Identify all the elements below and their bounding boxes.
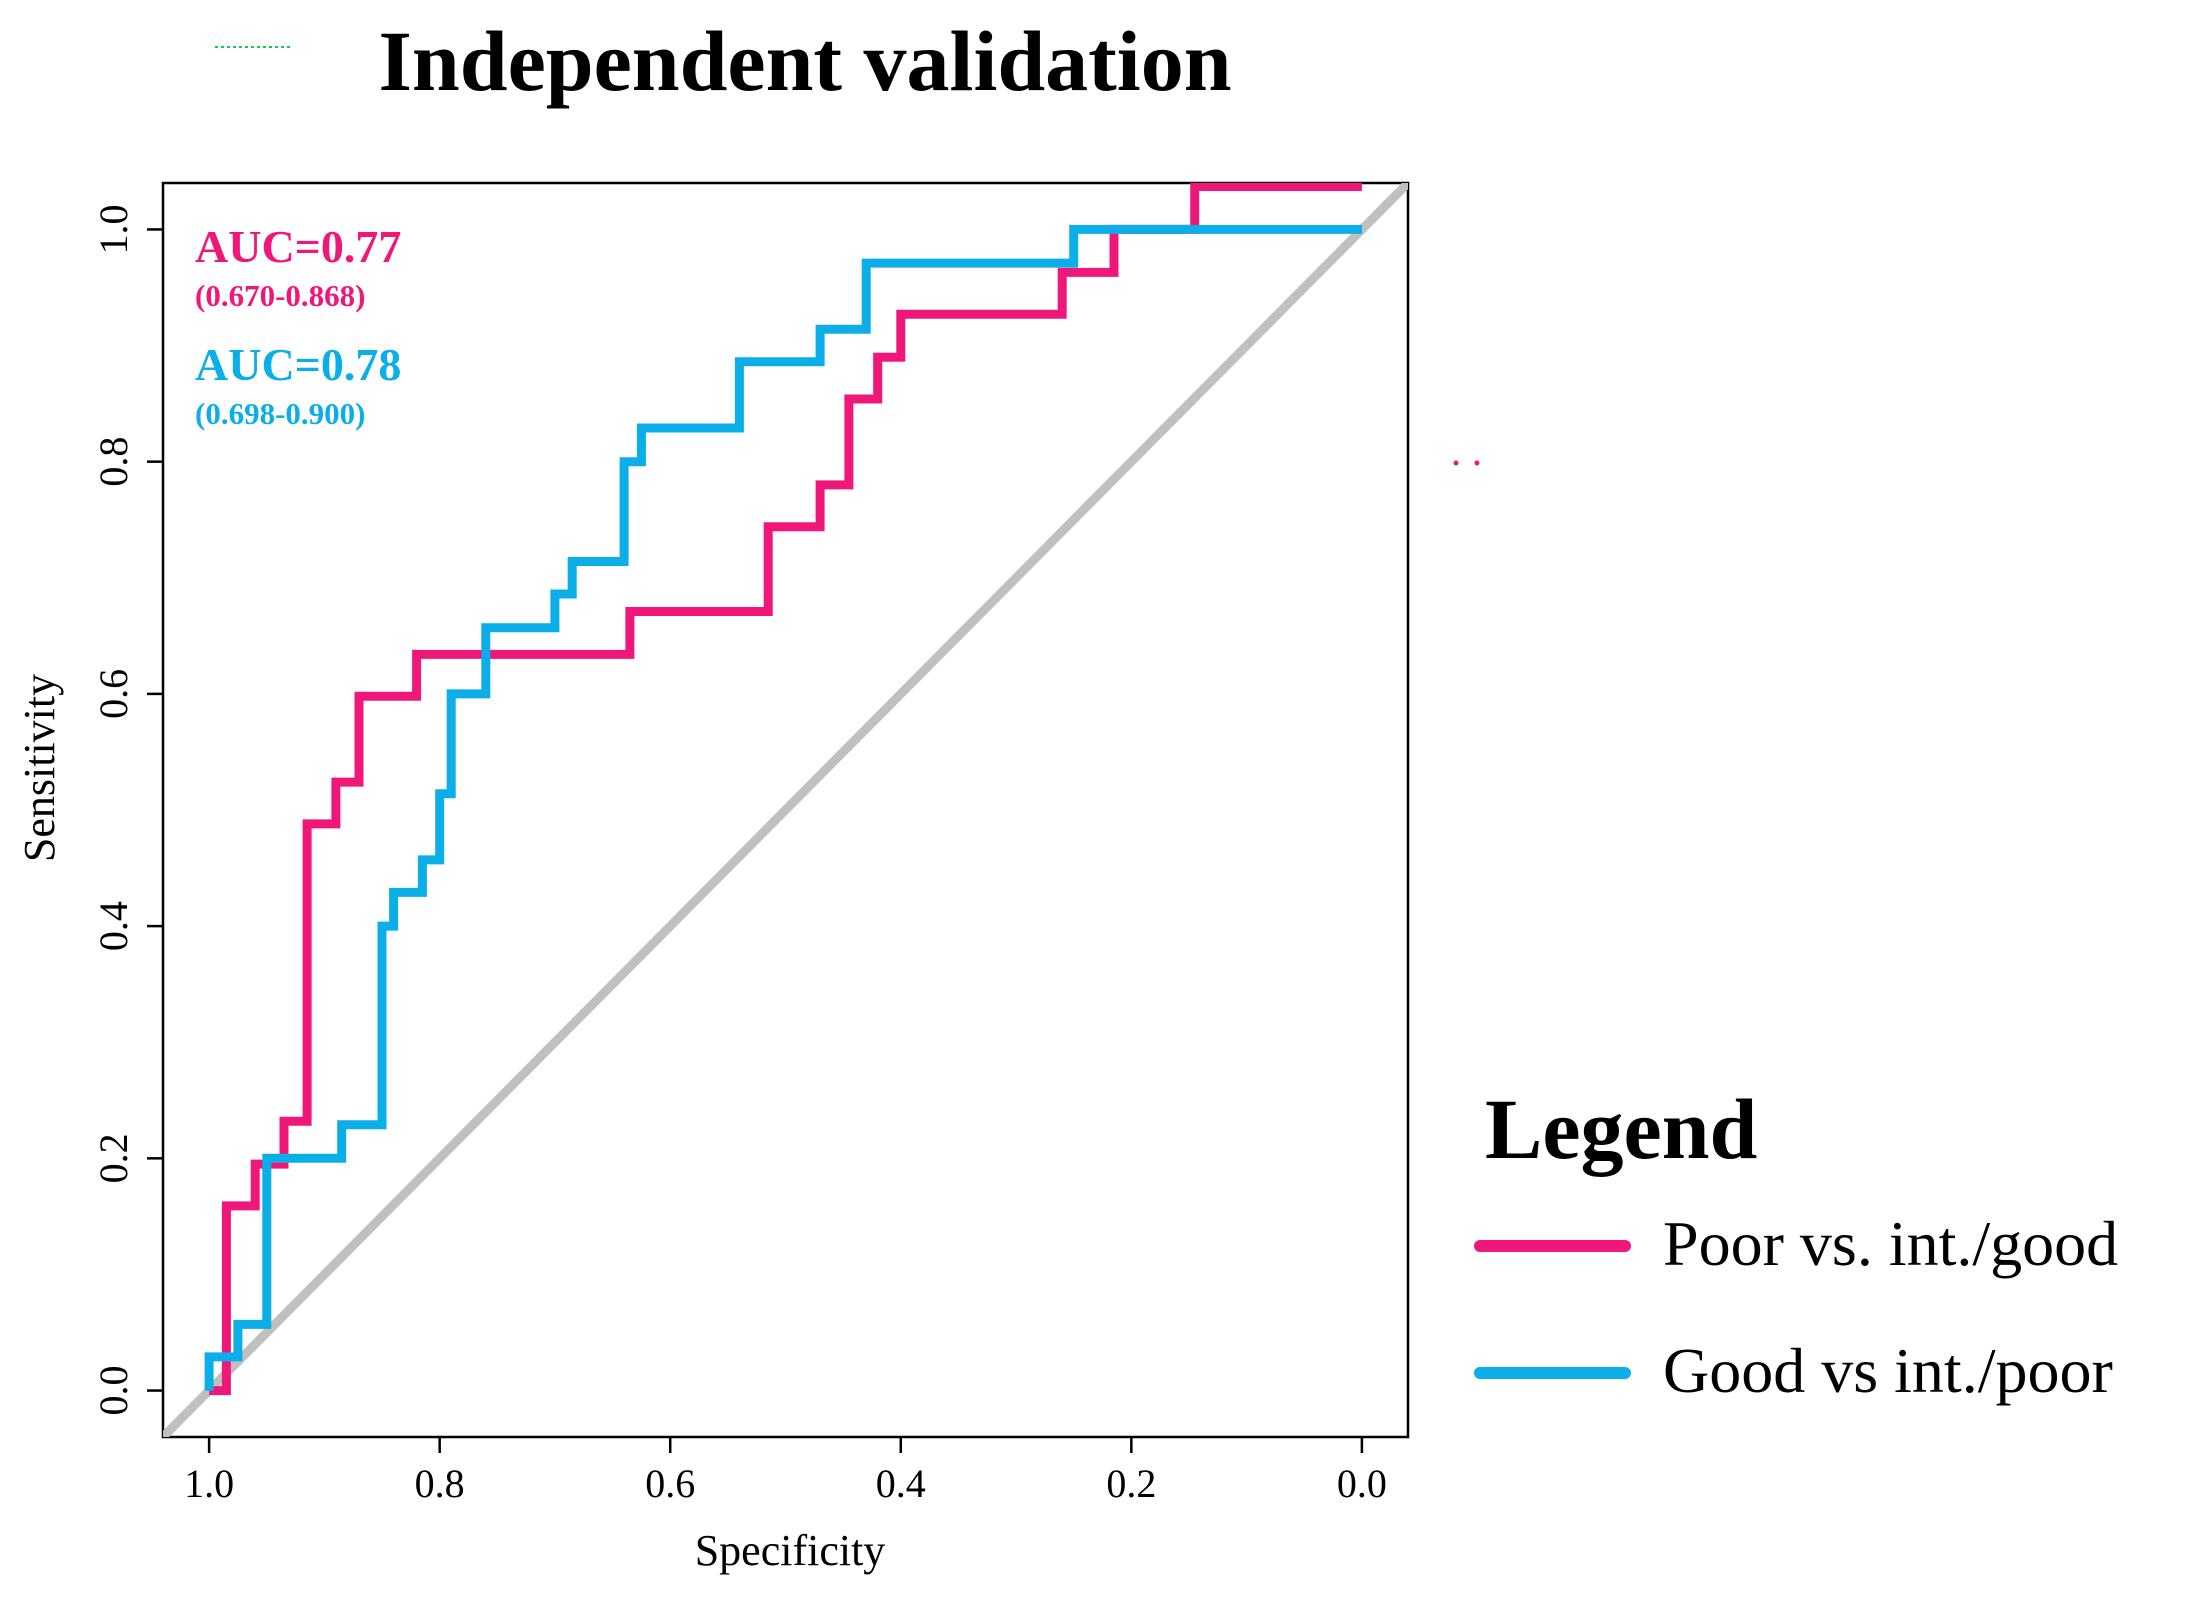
- legend-title: Legend: [1485, 1081, 1757, 1177]
- legend-label-poor: Poor vs. int./good: [1663, 1208, 2118, 1279]
- x-tick-label: 1.0: [184, 1461, 234, 1506]
- auc-label-good: AUC=0.78: [195, 339, 401, 390]
- auc-ci-good: (0.698-0.900): [195, 396, 365, 431]
- y-tick-label: 0.0: [91, 1366, 136, 1416]
- x-tick-label: 0.8: [415, 1461, 465, 1506]
- y-tick-label: 0.4: [91, 901, 136, 951]
- x-tick-label: 0.4: [876, 1461, 926, 1506]
- legend: Legend Poor vs. int./good Good vs int./p…: [1474, 1081, 2118, 1406]
- legend-label-good: Good vs int./poor: [1663, 1335, 2113, 1406]
- y-tick-label: 1.0: [91, 204, 136, 254]
- decorative-dot: [1474, 460, 1480, 466]
- x-tick-label: 0.6: [645, 1461, 695, 1506]
- y-axis-title: Sensitivity: [15, 674, 64, 862]
- y-tick-label: 0.8: [91, 437, 136, 487]
- reference-diagonal-line: [163, 183, 1408, 1437]
- x-axis-title: Specificity: [695, 1526, 886, 1575]
- auc-ci-poor: (0.670-0.868): [195, 278, 365, 313]
- y-tick-label: 0.6: [91, 669, 136, 719]
- chart-title: Independent validation: [378, 13, 1231, 109]
- y-axis: 0.0 0.2 0.4 0.6 0.8 1.0: [91, 204, 163, 1416]
- decorative-dot: [1453, 460, 1459, 466]
- plot-frame: [161, 181, 1410, 1439]
- auc-label-poor: AUC=0.77: [195, 221, 401, 272]
- x-axis: 1.0 0.8 0.6 0.4 0.2 0.0: [184, 1437, 1387, 1506]
- x-tick-label: 0.2: [1106, 1461, 1156, 1506]
- plot-area: [163, 183, 1408, 1437]
- x-tick-label: 0.0: [1337, 1461, 1387, 1506]
- y-tick-label: 0.2: [91, 1133, 136, 1183]
- series-line-good-vs-int-poor: [204, 224, 1362, 1391]
- series-line-poor-vs-int-good: [209, 183, 1362, 1396]
